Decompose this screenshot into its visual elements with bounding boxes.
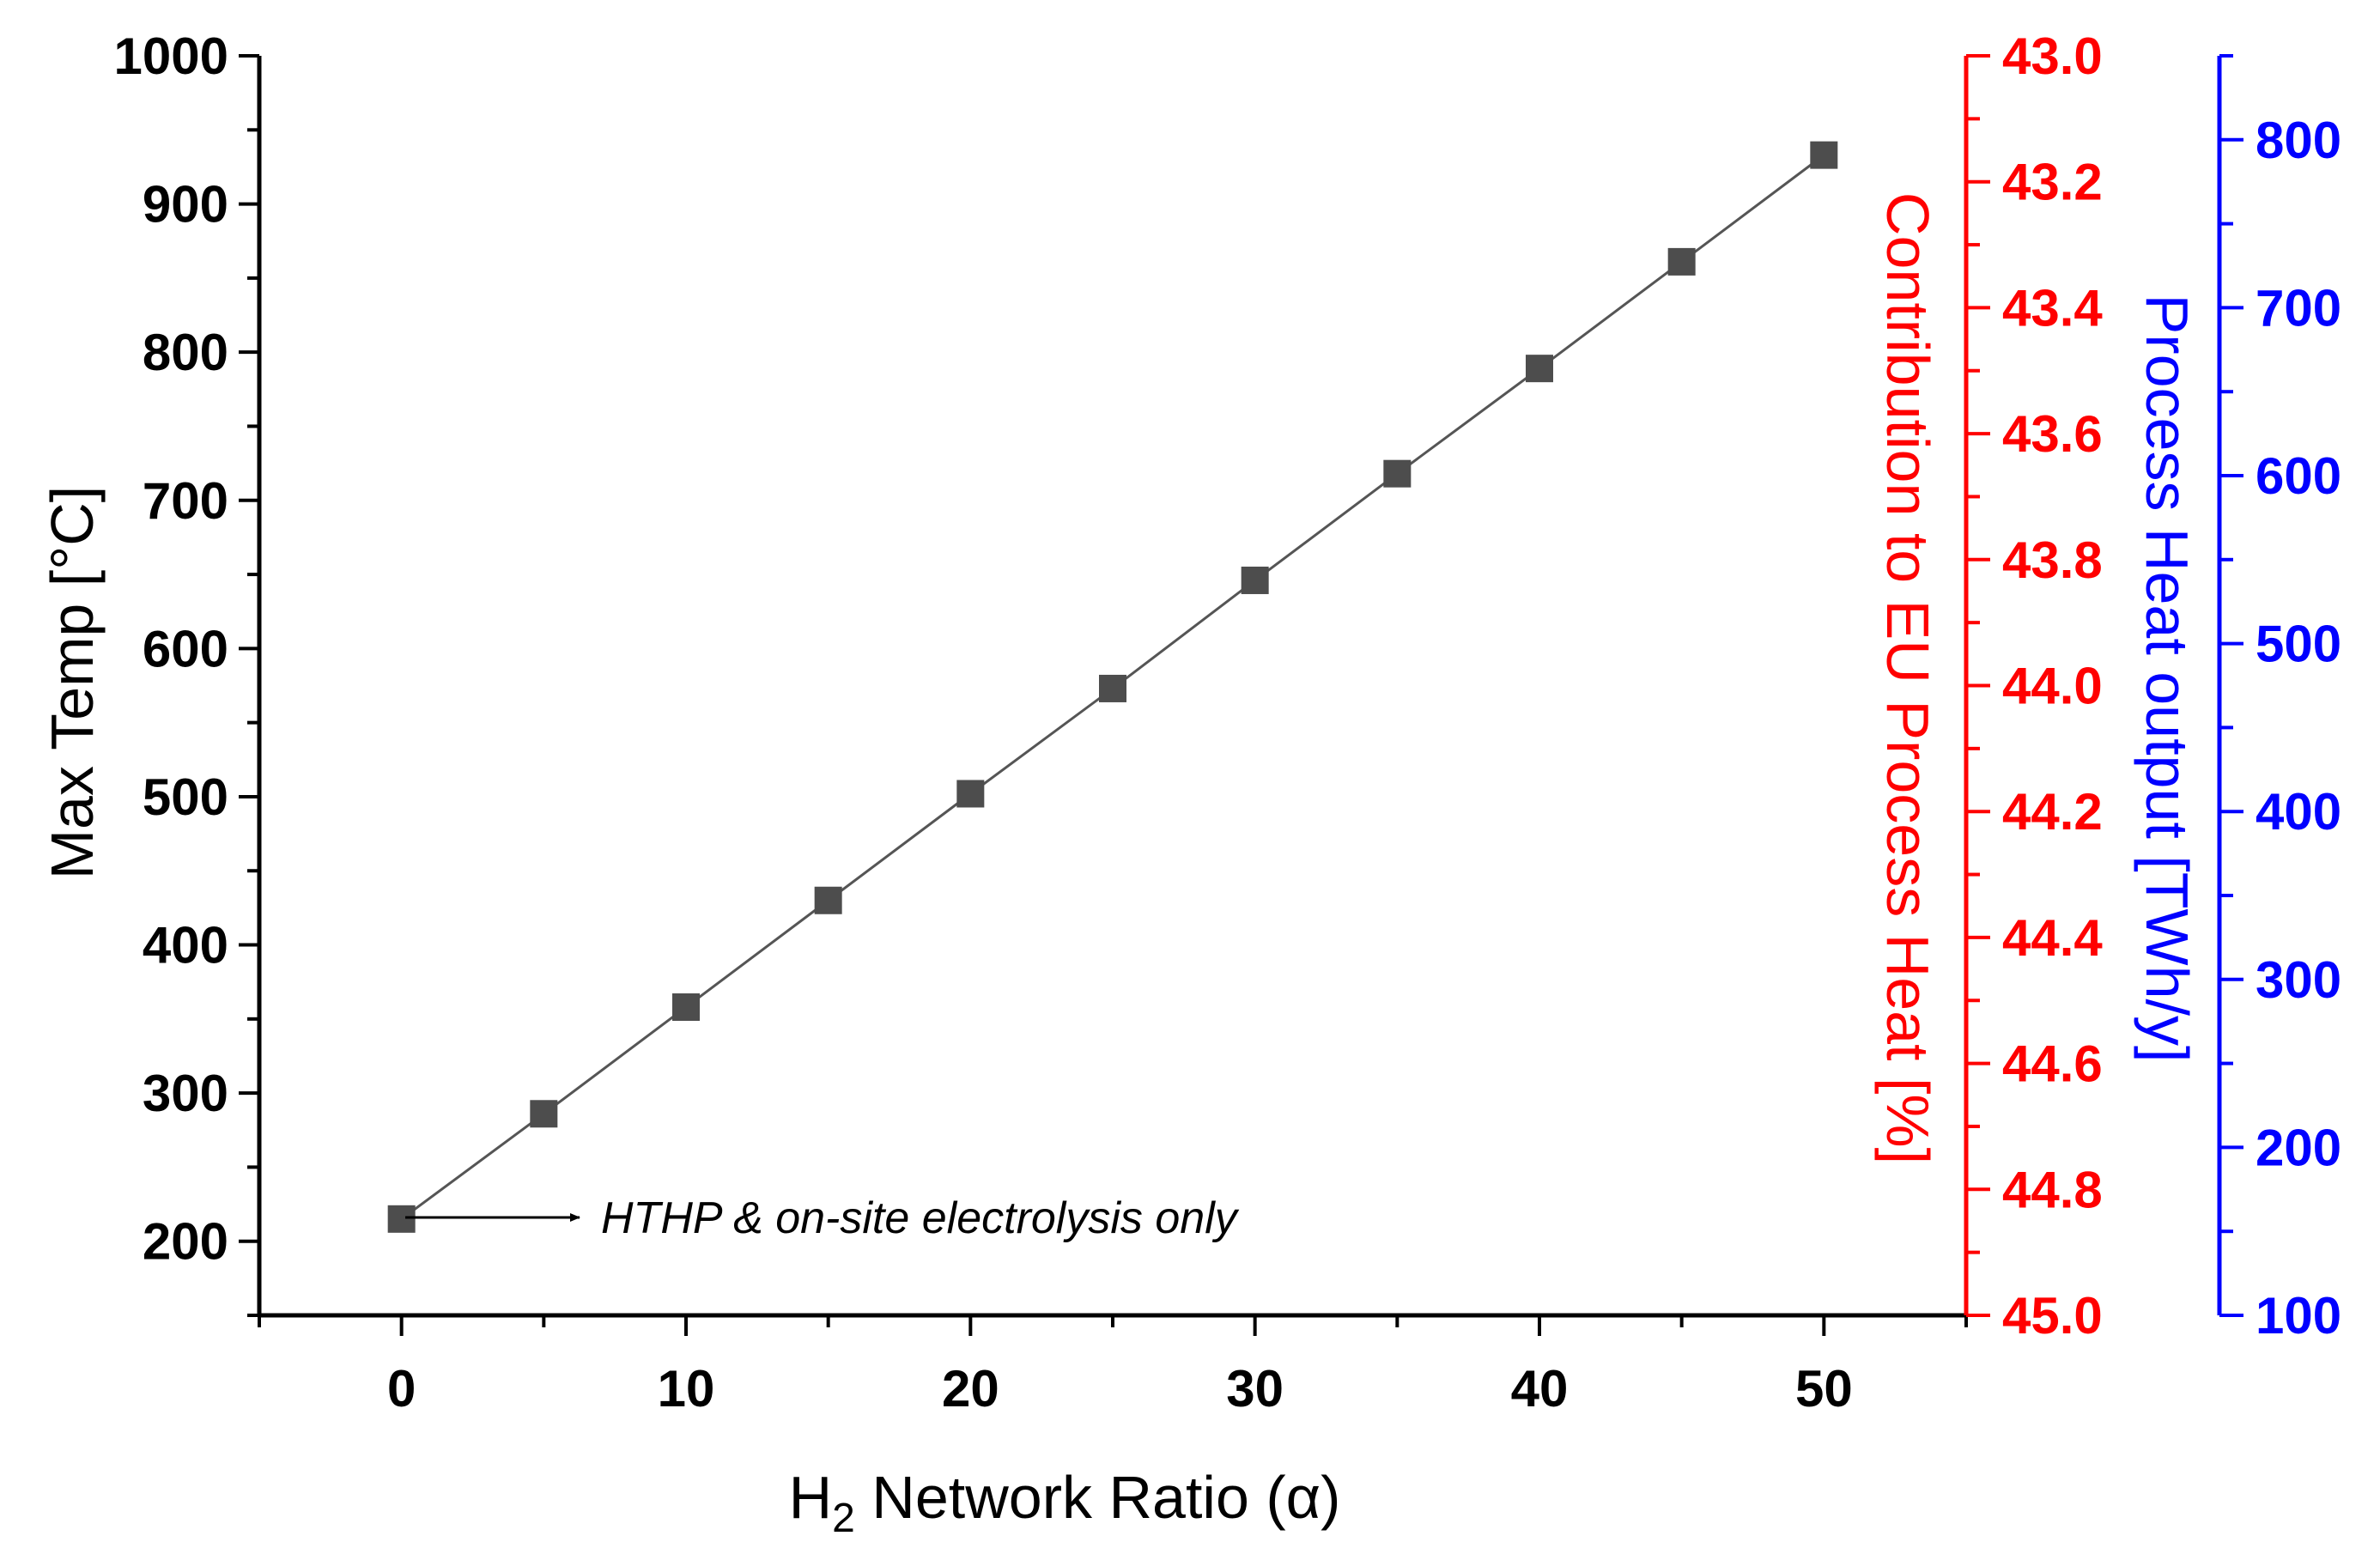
y2-tick-label: 44.0 — [2002, 658, 2103, 715]
y3-tick-label: 700 — [2256, 279, 2341, 337]
y3-tick-label: 400 — [2256, 783, 2341, 841]
x-tick-label: 50 — [1795, 1360, 1853, 1417]
y3-tick-label: 100 — [2256, 1287, 2341, 1345]
y2-tick-label: 43.4 — [2002, 279, 2103, 337]
y2-tick-label: 43.0 — [2002, 27, 2103, 85]
y3-tick-label: 500 — [2256, 616, 2341, 673]
y2-tick-label: 43.6 — [2002, 405, 2103, 463]
data-point — [814, 886, 842, 914]
x-tick-label: 10 — [658, 1360, 715, 1417]
y-tick-label: 200 — [143, 1213, 228, 1271]
data-point — [956, 780, 985, 808]
y-axis-title: Max Temp [°C] — [39, 486, 106, 880]
x-tick-label: 0 — [387, 1360, 416, 1417]
y2-axis-title: Contribution to EU Process Heat [%] — [1874, 192, 1941, 1164]
y2-tick-label: 44.8 — [2002, 1161, 2103, 1218]
y2-tick-label: 44.2 — [2002, 783, 2103, 841]
data-point — [530, 1100, 558, 1128]
y-tick-label: 600 — [143, 620, 228, 677]
y-tick-label: 300 — [143, 1065, 228, 1122]
y-tick-label: 1000 — [114, 27, 228, 85]
annotation-text: HTHP & on-site electrolysis only — [601, 1193, 1240, 1243]
x-axis-title: H2 Network Ratio (α) — [789, 1464, 1341, 1541]
y3-tick-label: 300 — [2256, 951, 2341, 1009]
data-point — [1526, 355, 1553, 383]
data-point — [672, 993, 700, 1022]
y3-tick-label: 800 — [2256, 112, 2341, 169]
x-tick-label: 40 — [1511, 1360, 1569, 1417]
data-point — [1099, 674, 1126, 702]
annotation-group: HTHP & on-site electrolysis only — [405, 1193, 1240, 1243]
y-tick-label: 800 — [143, 324, 228, 381]
data-point — [1241, 566, 1269, 594]
x-axis-title-prefix: H — [789, 1464, 833, 1531]
data-point — [387, 1205, 416, 1233]
x-axis-title-suffix: Network Ratio (α) — [855, 1464, 1341, 1531]
data-point — [1383, 459, 1412, 488]
y2-tick-label: 45.0 — [2002, 1287, 2103, 1345]
y2-tick-label: 43.8 — [2002, 531, 2103, 589]
y3-tick-label: 200 — [2256, 1119, 2341, 1176]
y3-axis-title: Process Heat output [TWh/y] — [2134, 294, 2201, 1063]
y2-tick-label: 44.4 — [2002, 909, 2103, 967]
y2-tick-label: 44.6 — [2002, 1035, 2103, 1093]
data-point — [1810, 141, 1838, 169]
y-tick-label: 900 — [143, 176, 228, 234]
series-layer — [387, 141, 1838, 1233]
y2-tick-label: 43.2 — [2002, 154, 2103, 211]
x-tick-label: 20 — [942, 1360, 999, 1417]
ticks-layer: 0 10 20 30 40 50 200 300 400 500 600 700 800 900 1000 4… — [114, 27, 2342, 1417]
y-tick-label: 500 — [143, 768, 228, 826]
y3-tick-label: 600 — [2256, 447, 2341, 505]
y-tick-label: 400 — [143, 917, 228, 974]
y-tick-label: 700 — [143, 472, 228, 530]
data-point — [1667, 247, 1696, 276]
x-tick-label: 30 — [1226, 1360, 1284, 1417]
x-axis-title-subscript: 2 — [832, 1496, 855, 1541]
